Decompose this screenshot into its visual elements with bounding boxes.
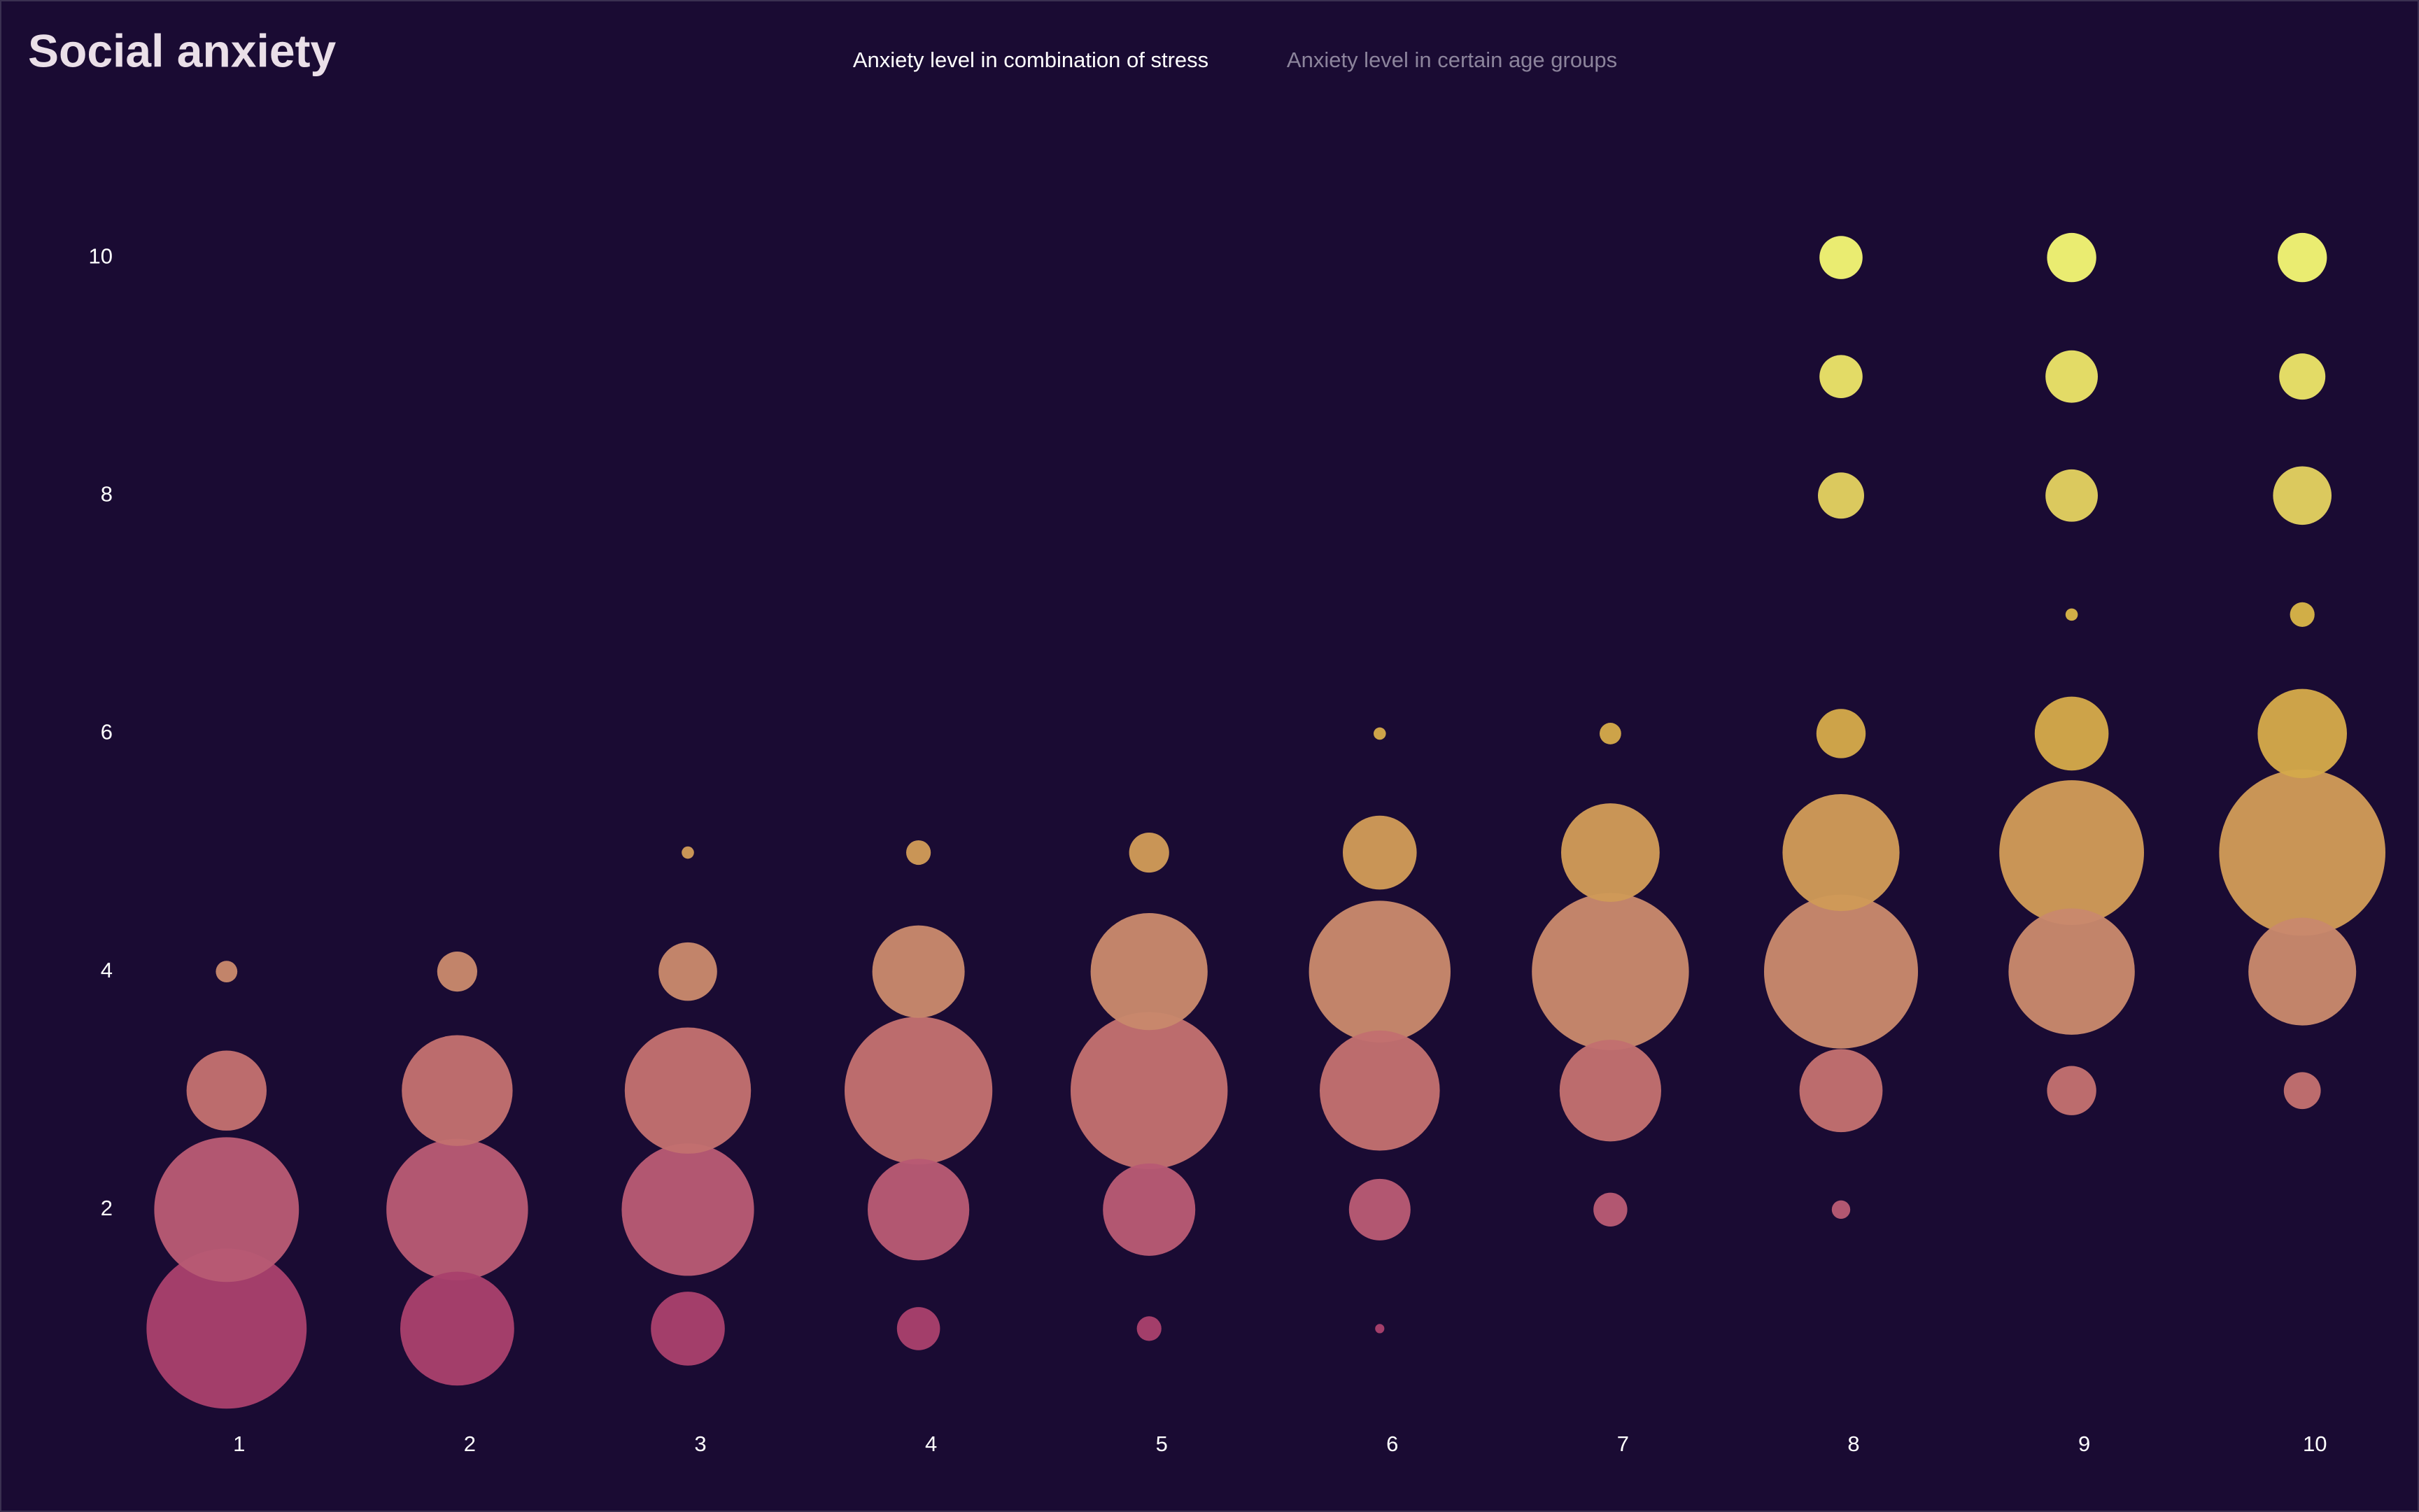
bubble (1090, 913, 1208, 1031)
bubble (1071, 1012, 1228, 1169)
bubble (682, 846, 694, 859)
bubble (1561, 803, 1660, 902)
bubble (658, 942, 717, 1001)
x-tick-label: 2 (464, 1432, 476, 1456)
y-tick-label: 6 (101, 720, 113, 744)
bubble (2219, 769, 2385, 936)
bubble (1819, 355, 1863, 398)
tab[interactable]: Anxiety level in combination of stress (853, 48, 1208, 72)
bubble (1593, 1192, 1628, 1227)
bubble (1309, 900, 1451, 1043)
bubble (2047, 232, 2096, 283)
y-tick-label: 10 (89, 243, 113, 268)
bubble (1764, 894, 1918, 1049)
bubble (1819, 236, 1863, 279)
bubble (1559, 1040, 1661, 1142)
bubble (2045, 469, 2099, 522)
bubble (437, 952, 478, 992)
bubble (2248, 917, 2357, 1026)
bubble (146, 1248, 307, 1409)
bubble (386, 1138, 528, 1281)
x-tick-label: 3 (694, 1432, 706, 1456)
y-tick-label: 4 (101, 958, 113, 982)
bubble (1375, 1324, 1385, 1334)
bubble (1782, 793, 1900, 912)
bubble (186, 1050, 267, 1131)
x-tick-label: 4 (925, 1432, 937, 1456)
bubble (2047, 1066, 2096, 1115)
bubble (845, 1017, 993, 1165)
bubble (154, 1137, 299, 1283)
bubble (400, 1271, 514, 1386)
bubble (896, 1307, 940, 1350)
bubble (1831, 1200, 1851, 1220)
bubble (2034, 696, 2109, 771)
bubble (2065, 608, 2078, 621)
x-tick-label: 9 (2078, 1432, 2090, 1456)
bubble (2279, 353, 2326, 400)
bubble (1374, 727, 1386, 740)
chart-title: Social anxiety (28, 24, 337, 76)
bubble (872, 925, 965, 1018)
bubble (1129, 832, 1169, 873)
y-tick-label: 2 (101, 1196, 113, 1220)
bubble (2283, 1072, 2321, 1110)
bubble (1348, 1178, 1411, 1241)
bubble (2008, 908, 2135, 1035)
bubble (1999, 780, 2145, 925)
bubble (2045, 350, 2099, 403)
bubble (868, 1159, 970, 1261)
bubble (1600, 723, 1621, 744)
bubble (1799, 1049, 1883, 1133)
x-tick-label: 6 (1386, 1432, 1398, 1456)
bubble (216, 961, 238, 983)
bubble (1816, 709, 1866, 758)
bubble (1818, 472, 1864, 519)
bubble (624, 1027, 752, 1154)
bubble (2273, 466, 2332, 525)
bubble (2257, 688, 2347, 779)
x-tick-label: 1 (233, 1432, 245, 1456)
bubble (1343, 815, 1417, 890)
bubble (1136, 1316, 1162, 1341)
x-tick-label: 5 (1156, 1432, 1168, 1456)
tab[interactable]: Anxiety level in certain age groups (1287, 48, 1617, 72)
bubble (1532, 893, 1689, 1050)
bubble (621, 1143, 754, 1276)
bubble (2278, 232, 2327, 283)
bubble (1320, 1030, 1440, 1151)
x-tick-label: 7 (1617, 1432, 1629, 1456)
y-tick-label: 8 (101, 481, 113, 506)
bubble (402, 1035, 513, 1146)
x-tick-label: 8 (1847, 1432, 1859, 1456)
bubble (906, 840, 931, 865)
bubble (1103, 1163, 1196, 1256)
bubble (651, 1292, 725, 1366)
bubble (2290, 602, 2315, 627)
x-tick-label: 10 (2303, 1432, 2327, 1456)
